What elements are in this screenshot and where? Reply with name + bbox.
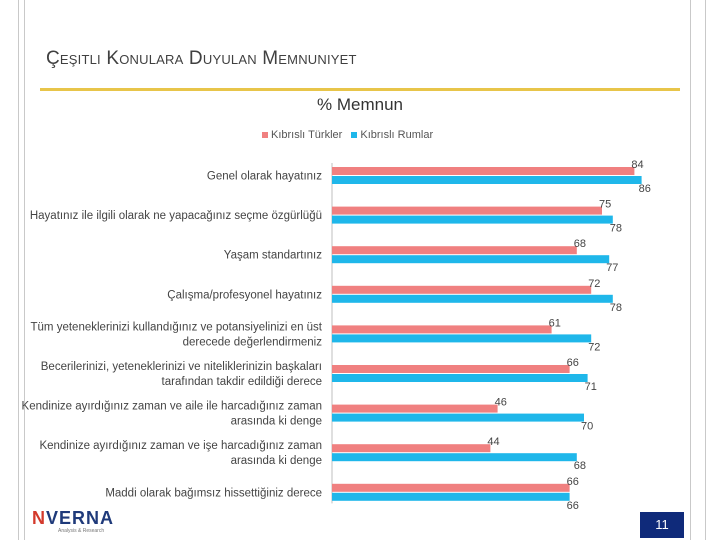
data-label-kibrisli-rumlar: 71 <box>585 381 597 393</box>
legend-label-kibrisli-rumlar: Kıbrıslı Rumlar <box>360 129 434 141</box>
data-label-kibrisli-turkler: 66 <box>567 357 579 369</box>
data-label-kibrisli-rumlar: 70 <box>581 421 593 433</box>
category-label: derecede değerlendirmeniz <box>183 336 323 348</box>
data-label-kibrisli-turkler: 84 <box>631 159 643 171</box>
data-label-kibrisli-turkler: 46 <box>495 397 507 409</box>
bar-kibrisli-rumlar <box>332 215 613 224</box>
bar-kibrisli-turkler <box>332 325 552 334</box>
category-label: Çalışma/profesyonel hayatınız <box>167 289 322 301</box>
page-number-badge: 11 <box>640 512 684 538</box>
data-label-kibrisli-turkler: 66 <box>567 476 579 488</box>
bar-kibrisli-rumlar <box>332 453 577 462</box>
bar-kibrisli-turkler <box>332 404 498 413</box>
legend-swatch-kibrisli-rumlar <box>351 132 358 138</box>
category-label: Becerilerinizi, yeteneklerinizi ve nitel… <box>41 361 322 373</box>
chart-legend: Kıbrıslı Türkler Kıbrıslı Rumlar <box>262 129 439 141</box>
bar-kibrisli-rumlar <box>332 413 584 422</box>
category-label: Tüm yeteneklerinizi kullandığınız ve pot… <box>31 321 323 333</box>
category-label: Kendinize ayırdığınız zaman ve işe harca… <box>39 440 322 452</box>
data-label-kibrisli-rumlar: 66 <box>567 500 579 512</box>
bar-kibrisli-rumlar <box>332 492 570 501</box>
category-label: Hayatınız ile ilgili olarak ne yapacağın… <box>30 210 322 222</box>
bar-kibrisli-rumlar <box>332 176 642 184</box>
data-label-kibrisli-turkler: 75 <box>599 199 611 211</box>
category-label: arasında ki denge <box>231 455 322 467</box>
category-label: tarafından takdir edildiği derece <box>162 376 322 388</box>
bar-kibrisli-rumlar <box>332 334 592 343</box>
data-label-kibrisli-turkler: 61 <box>549 317 561 329</box>
category-label: Kendinize ayırdığınız zaman ve aile ile … <box>22 401 322 413</box>
bar-kibrisli-turkler <box>332 444 491 453</box>
bar-kibrisli-turkler <box>332 246 577 255</box>
data-label-kibrisli-turkler: 68 <box>574 238 586 250</box>
legend-item-kibrisli-turkler: Kıbrıslı Türkler <box>262 129 342 141</box>
data-label-kibrisli-rumlar: 78 <box>610 223 622 235</box>
bar-kibrisli-turkler <box>332 285 592 294</box>
data-label-kibrisli-rumlar: 68 <box>574 460 586 472</box>
slide-frame-right <box>690 0 706 540</box>
company-logo: NVERNA Analysis & Research <box>32 508 114 534</box>
title-rule <box>40 88 680 91</box>
bar-kibrisli-rumlar <box>332 374 588 382</box>
bar-kibrisli-rumlar <box>332 294 613 303</box>
legend-item-kibrisli-rumlar: Kıbrıslı Rumlar <box>351 129 433 141</box>
category-label: Yaşam standartınız <box>224 250 322 262</box>
data-label-kibrisli-turkler: 72 <box>588 278 600 290</box>
chart-title: % Memnun <box>317 95 403 114</box>
slide-frame-left <box>18 0 25 540</box>
bar-kibrisli-turkler <box>332 365 570 373</box>
data-label-kibrisli-rumlar: 77 <box>606 262 618 274</box>
logo-subtitle: Analysis & Research <box>58 528 105 534</box>
logo-wordmark: NVERNA <box>32 508 115 528</box>
category-label: Maddi olarak bağımsız hissettiğiniz dere… <box>105 487 322 499</box>
bar-kibrisli-rumlar <box>332 255 610 264</box>
data-label-kibrisli-rumlar: 72 <box>588 341 600 353</box>
legend-label-kibrisli-turkler: Kıbrıslı Türkler <box>271 129 343 141</box>
slide-title: Çeşitli Konulara Duyulan Memnuniyet <box>46 48 357 69</box>
bar-kibrisli-turkler <box>332 206 602 215</box>
category-label: Genel olarak hayatınız <box>207 171 322 183</box>
bar-kibrisli-turkler <box>332 483 570 492</box>
data-label-kibrisli-rumlar: 78 <box>610 302 622 314</box>
data-label-kibrisli-rumlar: 86 <box>639 183 651 195</box>
data-label-kibrisli-turkler: 44 <box>487 436 499 448</box>
bar-kibrisli-turkler <box>332 167 635 175</box>
legend-swatch-kibrisli-turkler <box>262 132 268 138</box>
category-label: arasında ki denge <box>231 416 322 428</box>
